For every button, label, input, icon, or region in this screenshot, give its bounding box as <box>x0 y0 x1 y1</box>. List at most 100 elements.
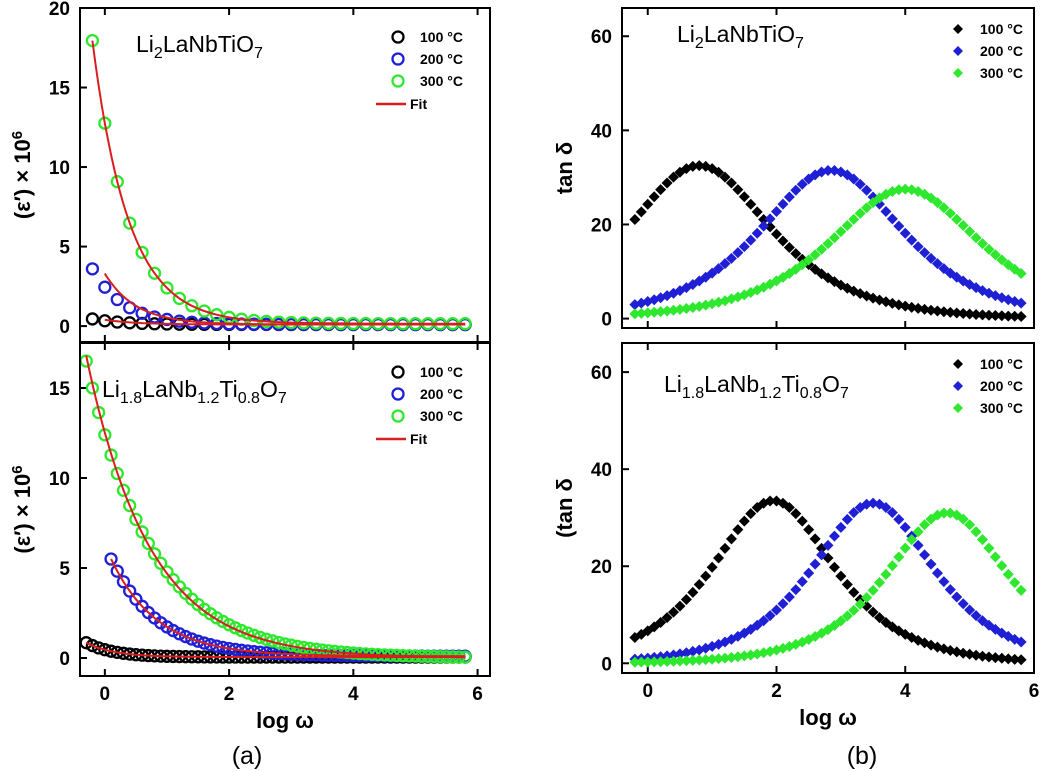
data-point <box>104 448 118 462</box>
data-point <box>764 495 776 507</box>
data-point <box>957 220 969 232</box>
data-point <box>228 621 242 635</box>
data-point <box>1009 653 1021 665</box>
plot-area <box>629 495 1027 668</box>
data-point <box>822 165 834 177</box>
data-point <box>687 654 699 666</box>
data-point <box>719 652 731 664</box>
legend-label: Fit <box>410 431 427 447</box>
data-point <box>1015 267 1027 279</box>
data-point <box>848 586 860 598</box>
data-point <box>222 618 236 632</box>
data-point <box>977 650 988 662</box>
data-point <box>861 202 873 214</box>
y-axis-label: (ε′) × 106 <box>9 131 36 219</box>
chart-title: Li1.8LaNb1.2Ti0.8O7 <box>102 376 287 407</box>
y-tick-label: 20 <box>591 557 612 578</box>
data-point <box>931 258 943 270</box>
data-point <box>983 309 995 321</box>
chart-title: Li2LaNbTiO7 <box>677 21 804 52</box>
data-point <box>732 184 744 196</box>
y-tick-label: 15 <box>49 79 71 100</box>
data-point <box>764 610 776 622</box>
data-point <box>944 207 956 219</box>
data-point <box>693 160 705 172</box>
data-point <box>783 591 795 603</box>
data-point <box>989 249 1001 261</box>
x-tick-label: 6 <box>472 684 483 705</box>
data-point <box>116 575 131 589</box>
y-tick-label: 0 <box>59 649 70 670</box>
data-point <box>783 241 795 253</box>
legend-label: Fit <box>410 96 427 112</box>
y-tick-label: 15 <box>49 379 71 400</box>
data-point <box>693 654 705 666</box>
data-point <box>642 656 654 668</box>
data-point <box>861 184 873 196</box>
data-point <box>745 234 757 246</box>
data-point <box>1002 568 1014 580</box>
legend-label: 100 °C <box>420 364 463 380</box>
x-tick-label: 2 <box>224 684 235 705</box>
data-point <box>758 220 770 232</box>
chart-a-bottom: 0 2 4 6 0 5 10 15 (ε′) × 106 log ω Li1.8LaNb1.2Ti0… <box>9 342 491 733</box>
legend-label: 100 °C <box>980 356 1023 372</box>
data-point <box>123 498 137 513</box>
data-point <box>835 570 847 582</box>
data-point <box>738 241 750 253</box>
data-point <box>732 524 744 536</box>
data-point <box>98 643 112 657</box>
legend-label: 300 °C <box>420 73 463 89</box>
data-point <box>938 507 950 519</box>
data-point <box>899 183 911 195</box>
legend-marker <box>953 24 963 34</box>
data-point <box>925 252 937 264</box>
data-point <box>110 564 124 578</box>
data-point <box>964 604 976 616</box>
data-point <box>828 232 840 244</box>
legend-label: 100 °C <box>980 21 1023 37</box>
data-point <box>197 636 211 650</box>
data-point <box>668 655 679 667</box>
data-point <box>147 547 162 561</box>
y-tick-label: 0 <box>601 654 612 675</box>
data-point <box>197 304 211 318</box>
data-point <box>783 191 795 203</box>
data-point <box>693 579 705 591</box>
data-point <box>777 198 789 210</box>
data-point <box>668 606 679 618</box>
x-axis-label: log ω <box>799 705 857 730</box>
data-point <box>919 247 931 259</box>
data-point <box>172 627 187 641</box>
data-point <box>771 604 782 616</box>
data-point <box>970 610 982 622</box>
data-point <box>989 310 1001 322</box>
data-point <box>642 307 654 319</box>
data-point <box>738 515 750 527</box>
data-point <box>828 530 840 542</box>
data-point <box>713 166 725 178</box>
data-point <box>635 206 647 218</box>
data-point <box>642 198 654 210</box>
plot-frame <box>621 7 1035 329</box>
data-point <box>655 184 667 196</box>
y-tick-label: 10 <box>49 469 70 490</box>
data-point <box>629 308 641 320</box>
data-point <box>970 526 982 538</box>
data-point <box>185 632 199 646</box>
y-tick-label: 20 <box>591 215 612 236</box>
data-point <box>745 508 757 520</box>
data-point <box>783 502 795 514</box>
data-point <box>803 524 815 536</box>
data-point <box>880 501 892 513</box>
data-point <box>1015 297 1027 309</box>
legend-marker <box>391 365 405 379</box>
legend-label: 200 °C <box>980 378 1023 394</box>
data-point <box>841 579 853 591</box>
data-point <box>848 507 860 519</box>
plot-frame <box>621 342 1035 674</box>
data-point <box>848 173 860 185</box>
data-point <box>732 247 744 259</box>
data-point <box>629 213 641 225</box>
data-point <box>777 598 789 610</box>
